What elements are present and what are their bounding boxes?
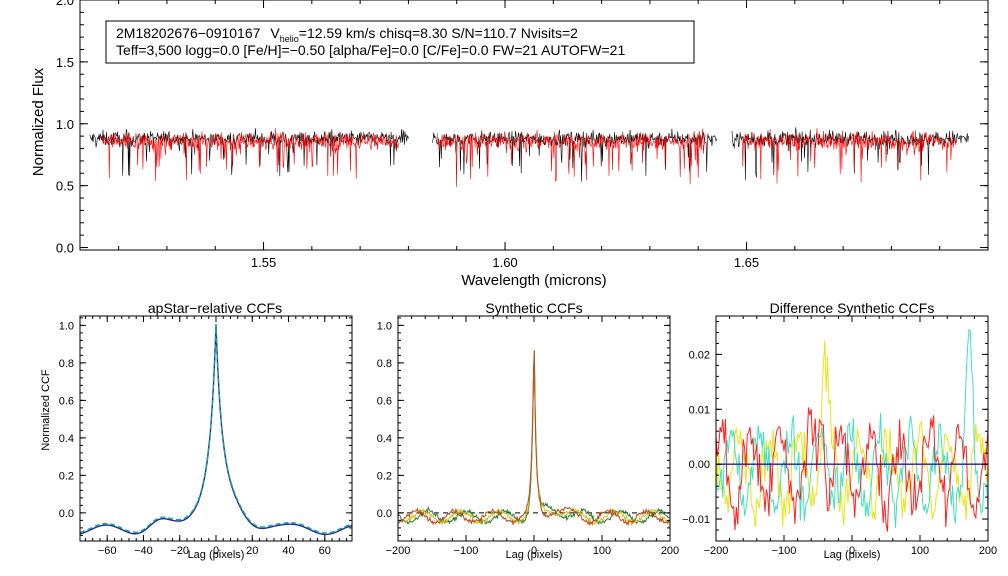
difference-ccf-x-axis-title: Lag (pixels): [824, 549, 881, 561]
spectrum-series-observed: [89, 127, 969, 182]
difference-ccf-series-3: [716, 407, 988, 532]
difference_ccf-y-tick-label: 0.00: [689, 459, 710, 471]
apstar_ccf-x-tick-label: 20: [246, 545, 258, 557]
synthetic-ccf-x-axis-title: Lag (pixels): [506, 549, 563, 561]
apstar_ccf-x-tick-label: −60: [98, 545, 117, 557]
apstar_ccf-x-tick-label: 60: [319, 545, 331, 557]
spectrum-series-model: [101, 128, 957, 188]
synthetic-ccf-series-3: [398, 350, 670, 527]
synthetic_ccf-x-tick-label: 100: [593, 545, 611, 557]
apstar_ccf-y-tick-label: 0.6: [59, 395, 74, 407]
apstar-ccf-series-1: [80, 325, 352, 536]
spectrum-summary-stats: =12.59 km/s chisq=8.30 S/N=110.7 Nvisits…: [299, 25, 578, 41]
apstar_ccf-y-tick-label: 0.8: [59, 358, 74, 370]
spectrum-frame: [79, 0, 989, 251]
spectrum-y-tick-label: 0.5: [56, 179, 74, 194]
synthetic_ccf-y-tick-label: 0.2: [377, 470, 392, 482]
synthetic_ccf-x-tick-label: −100: [454, 545, 479, 557]
apstar_ccf-y-tick-label: 1.0: [59, 320, 74, 332]
apstar-ccf-x-axis-title: Lag (pixels): [188, 549, 245, 561]
spectrum-x-axis-title: Wavelength (microns): [461, 272, 606, 289]
synthetic_ccf-x-tick-label: 0: [531, 545, 537, 557]
spectrum-info-line-1: 2M18202676−0910167 Vhelio=12.59 km/s chis…: [116, 25, 578, 44]
apstar_ccf-y-tick-label: 0.4: [59, 433, 74, 445]
synthetic_ccf-y-tick-label: 0.6: [377, 395, 392, 407]
synthetic_ccf-x-tick-label: 200: [661, 545, 679, 557]
apstar-ccf-y-axis-title: Normalized CCF: [40, 369, 52, 451]
difference-ccf-panel: Difference Synthetic CCFs −200 −100 0 100 20…: [682, 300, 997, 561]
spectrum-info-line-2: Teff=3,500 logg=0.0 [Fe/H]=−0.50 [alpha/…: [116, 42, 625, 58]
difference-ccf-title: Difference Synthetic CCFs: [770, 300, 935, 316]
difference_ccf-y-tick-label: 0.02: [689, 349, 710, 361]
spectrum-panel: 1.55 1.60 1.65 0.0 0.5 1.0 1.5 2.0 Wavelength (…: [30, 0, 989, 289]
difference-ccf-series-2: [716, 328, 988, 528]
spectrum-y-tick-label: 0.0: [56, 241, 74, 256]
spectrum-y-tick-label: 2.0: [56, 0, 74, 8]
apstar-ccf-series-2: [80, 323, 352, 534]
star-id: 2M18202676−0910167: [116, 25, 261, 41]
apstar_ccf-x-tick-label: −40: [134, 545, 153, 557]
synthetic_ccf-x-tick-label: −200: [386, 545, 411, 557]
apstar_ccf-y-tick-label: 0.2: [59, 470, 74, 482]
difference_ccf-x-tick-label: −100: [772, 545, 797, 557]
helio-velocity-subscript: helio: [280, 34, 299, 44]
difference-ccf-series-1: [716, 340, 988, 527]
apstar-ccf-panel: apStar−relative CCFs −60 −40 −20 0 20 40 60 0.0…: [40, 300, 353, 561]
synthetic-ccf-panel: Synthetic CCFs −200 −100 0 100 200 0.0 0.2 0.4 0…: [377, 300, 679, 561]
apstar_ccf-x-tick-label: 0: [213, 545, 219, 557]
difference_ccf-y-tick-label: −0.01: [682, 514, 710, 526]
spectrum-y-tick-label: 1.0: [56, 117, 74, 132]
spectrum-y-tick-label: 1.5: [56, 55, 74, 70]
spectrum-x-tick-label: 1.60: [492, 255, 517, 270]
synthetic_ccf-y-tick-label: 0.4: [377, 433, 392, 445]
synthetic-ccf-frame: [397, 315, 671, 542]
apstar_ccf-x-tick-label: −20: [170, 545, 189, 557]
difference_ccf-x-tick-label: 0: [849, 545, 855, 557]
synthetic_ccf-y-tick-label: 0.8: [377, 358, 392, 370]
synthetic_ccf-y-tick-label: 1.0: [377, 320, 392, 332]
apstar-ccf-title: apStar−relative CCFs: [148, 300, 282, 316]
difference_ccf-x-tick-label: −200: [704, 545, 729, 557]
difference_ccf-y-tick-label: 0.01: [689, 404, 710, 416]
spectrum-plot-area: [89, 127, 969, 188]
spectrum-y-axis-title: Normalized Flux: [30, 67, 47, 176]
apstar_ccf-y-tick-label: 0.0: [59, 508, 74, 520]
apstar_ccf-x-tick-label: 40: [282, 545, 294, 557]
difference_ccf-x-tick-label: 200: [979, 545, 997, 557]
synthetic_ccf-y-tick-label: 0.0: [377, 508, 392, 520]
spectrum-x-tick-label: 1.65: [734, 255, 759, 270]
synthetic-ccf-title: Synthetic CCFs: [485, 300, 582, 316]
helio-velocity-symbol: V: [270, 25, 280, 41]
spectrum-x-tick-label: 1.55: [251, 255, 276, 270]
apstar-ccf-frame: [79, 315, 353, 542]
difference_ccf-x-tick-label: 100: [911, 545, 929, 557]
spectrum-info-box: 2M18202676−0910167 Vhelio=12.59 km/s chis…: [105, 20, 695, 64]
